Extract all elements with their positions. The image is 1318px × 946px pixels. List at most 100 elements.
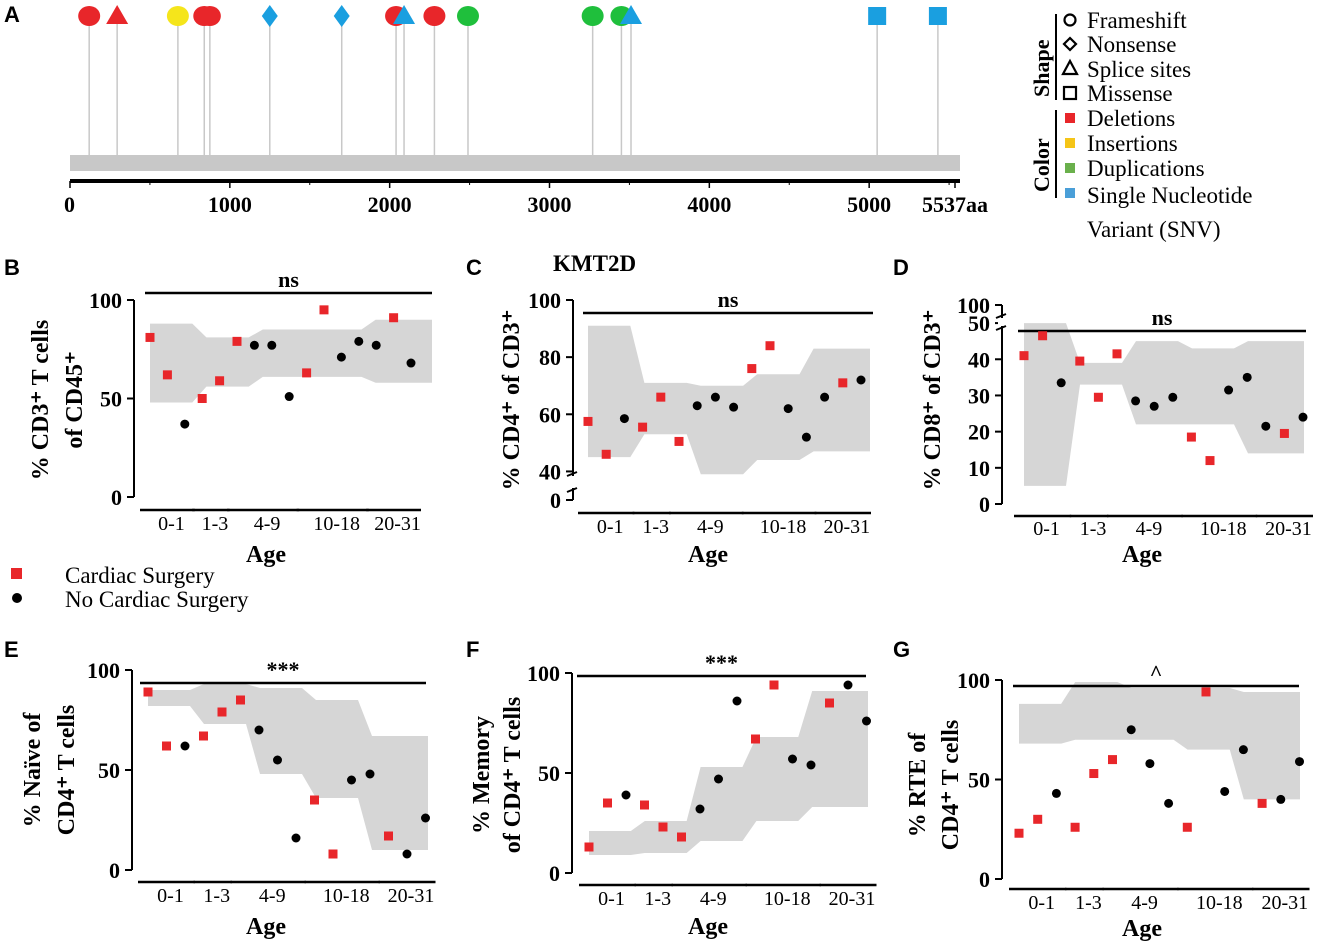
shape-legend-title: Shape: [1029, 39, 1054, 97]
y-axis-label: % CD4⁺ of CD3⁺: [499, 310, 525, 491]
no-cardiac-surgery-point: [1126, 725, 1136, 735]
reference-range-band: [148, 684, 428, 850]
y-tick-label: 0: [979, 492, 990, 517]
y-axis-label: of CD45⁺: [62, 351, 88, 448]
age-group-label: 0-1: [157, 885, 184, 907]
cardiac-surgery-point: [765, 341, 775, 351]
cardiac-surgery-point: [217, 707, 227, 717]
no-cardiac-surgery-point: [1295, 757, 1304, 767]
protein-tick-label: 3000: [528, 192, 572, 217]
y-tick-label: 50: [968, 311, 990, 336]
age-group-label: 10-18: [764, 888, 811, 910]
legend-snv-continuation: Variant (SNV): [1087, 217, 1221, 242]
no-cardiac-surgery-point: [862, 716, 871, 726]
x-axis-title: Age: [1122, 916, 1162, 942]
cardiac-surgery-point: [677, 832, 686, 842]
cardiac-surgery-point: [1038, 331, 1048, 341]
panel-letter-a: A: [4, 2, 20, 27]
no-cardiac-surgery-point: [1145, 759, 1155, 769]
y-tick-label: 100: [957, 293, 990, 318]
missense-icon: [1062, 85, 1078, 101]
protein-tick-label: 5000: [847, 192, 891, 217]
protein-axis-ticks: 0 1000 2000 3000 4000 5000 5537aa: [64, 181, 988, 217]
legend-frameshift: Frameshift: [1087, 8, 1187, 33]
legend-splice-sites: Splice sites: [1087, 57, 1191, 82]
cardiac-surgery-point: [1257, 798, 1267, 808]
panel-letter-e: E: [4, 637, 19, 662]
no-cardiac-surgery-point: [347, 775, 356, 785]
cardiac-surgery-point: [1186, 432, 1196, 442]
cardiac-surgery-point: [751, 734, 760, 744]
cardiac-surgery-point: [162, 370, 172, 380]
age-group-label: 1-3: [644, 888, 671, 910]
age-group-label: 0-1: [598, 888, 625, 910]
no-cardiac-surgery-point: [371, 340, 381, 350]
panel-letter-c: C: [466, 255, 482, 280]
age-group-label: 0-1: [1033, 518, 1060, 540]
no-cardiac-surgery-point: [402, 849, 412, 859]
panel-a-lollipop: A 0 1000 2000 3000 4000 5000 5537aa Shape Fram…: [4, 2, 1252, 242]
significance-label: ***: [267, 657, 300, 682]
cardiac-surgery-point: [199, 731, 208, 741]
cardiac-surgery-point: [232, 336, 242, 346]
no-cardiac-surgery-point: [1298, 412, 1308, 422]
no-cardiac-surgery-point: [336, 352, 346, 362]
cardiac-surgery-point: [236, 695, 245, 705]
y-tick-label: 100: [87, 658, 120, 683]
y-tick-label: 50: [538, 761, 560, 786]
reference-range-band: [1024, 323, 1304, 486]
panel-f-memory-chart: F 0 50 100 % Memory of CD4⁺ T cells *** 0-1 1-3 4…: [466, 637, 877, 940]
no-cardiac-surgery-point: [291, 833, 301, 843]
cardiac-surgery-point: [583, 416, 593, 426]
no-cardiac-surgery-point: [421, 813, 430, 823]
significance-label: ^: [1150, 660, 1163, 685]
cardiac-surgery-point: [197, 394, 207, 403]
cardiac-surgery-point: [838, 378, 848, 388]
cardiac-surgery-point: [656, 392, 666, 402]
mutation-splice-blue: [393, 5, 416, 24]
age-group-label: 4-9: [1131, 892, 1158, 914]
axis-break-mark: [566, 471, 578, 477]
no-cardiac-surgery-point: [1261, 421, 1271, 431]
no-cardiac-surgery-point: [619, 414, 629, 424]
protein-tick-label: 1000: [208, 192, 252, 217]
y-tick-label: 100: [957, 668, 990, 693]
y-tick-label: 50: [100, 387, 122, 412]
y-tick-label: 30: [968, 383, 990, 408]
cardiac-surgery-point: [302, 368, 312, 378]
x-axis-title: Age: [688, 542, 728, 568]
panel-g-rte-chart: G 0 50 100 % RTE of CD4⁺ T cells ^ 0-1 1-3 4-9 10-…: [893, 637, 1310, 942]
cardiac-surgery-point: [1093, 392, 1103, 402]
reference-range-band: [150, 319, 432, 403]
mutation-frameshift-red: [198, 6, 221, 26]
x-axis-title: Age: [688, 914, 728, 940]
gene-title: KMT2D: [553, 251, 636, 276]
no-cardiac-surgery-point: [843, 680, 853, 690]
snv-swatch: [1065, 188, 1075, 198]
cardiac-surgery-point: [1033, 814, 1043, 824]
significance-label: ns: [278, 267, 299, 292]
protein-tick-label: 0: [64, 192, 75, 217]
protein-tick-label: 4000: [687, 192, 731, 217]
x-axis-title: Age: [246, 542, 286, 568]
cardiac-surgery-point: [1182, 822, 1192, 832]
cardiac-surgery-point: [584, 842, 594, 852]
mutation-frameshift-yellow: [166, 6, 189, 26]
age-group-label: 20-31: [829, 888, 876, 910]
significance-label: ***: [705, 650, 738, 675]
legend-deletions: Deletions: [1087, 106, 1175, 131]
no-cardiac-surgery-point: [284, 392, 294, 402]
y-axis-label: % CD3⁺ T cells: [28, 320, 54, 480]
no-cardiac-surgery-point: [1131, 396, 1141, 406]
y-tick-label: 40: [539, 459, 561, 484]
mutation-frameshift-red: [78, 6, 101, 26]
y-axis-label: CD4⁺ T cells: [938, 720, 964, 850]
y-axis-label: % Naïve of: [20, 712, 46, 828]
cardiac-surgery-point: [215, 376, 225, 386]
reference-range-band: [588, 325, 870, 475]
y-tick-label: 10: [968, 456, 990, 481]
legend-no-cardiac-surgery: No Cardiac Surgery: [65, 587, 249, 612]
age-group-label: 0-1: [158, 513, 185, 535]
no-cardiac-surgery-point: [1168, 392, 1178, 402]
